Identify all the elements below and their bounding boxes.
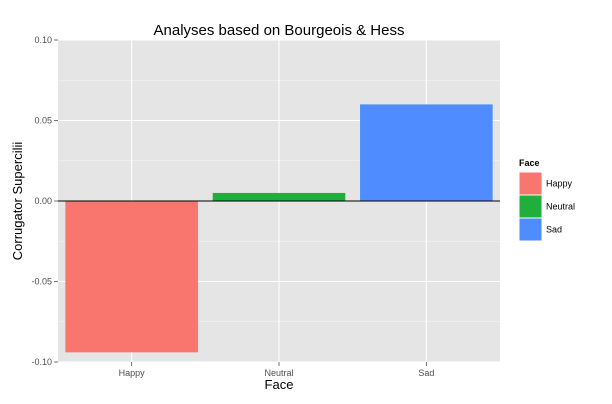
y-tick-label: 0.10	[34, 35, 52, 45]
y-axis-ticks: -0.10 -0.05 0.00 0.05 0.10	[31, 35, 58, 367]
bars	[65, 104, 493, 353]
bar-happy	[65, 201, 198, 353]
legend-label-sad: Sad	[546, 225, 562, 235]
bar-sad	[360, 104, 493, 201]
bar-neutral	[212, 192, 346, 201]
y-tick-label: -0.05	[31, 277, 52, 287]
chart-title: Analyses based on Bourgeois & Hess	[154, 22, 405, 39]
legend-key-sad	[518, 217, 543, 242]
legend-title: Face	[519, 158, 540, 168]
y-tick-label: 0.00	[34, 196, 52, 206]
legend: Face Happy Neutral Sad	[518, 158, 575, 242]
y-axis-title: Corrugator Supercilii	[10, 142, 25, 261]
y-tick-label: -0.10	[31, 357, 52, 367]
legend-label-neutral: Neutral	[546, 202, 575, 212]
legend-key-happy	[518, 171, 543, 196]
y-tick-label: 0.05	[34, 116, 52, 126]
x-tick-label: Neutral	[264, 368, 293, 378]
x-tick-label: Happy	[119, 368, 146, 378]
x-tick-label: Sad	[418, 368, 434, 378]
x-axis-title: Face	[265, 377, 294, 392]
legend-label-happy: Happy	[546, 179, 573, 189]
legend-key-neutral	[518, 194, 543, 219]
x-axis-ticks: Happy Neutral Sad	[119, 362, 434, 378]
